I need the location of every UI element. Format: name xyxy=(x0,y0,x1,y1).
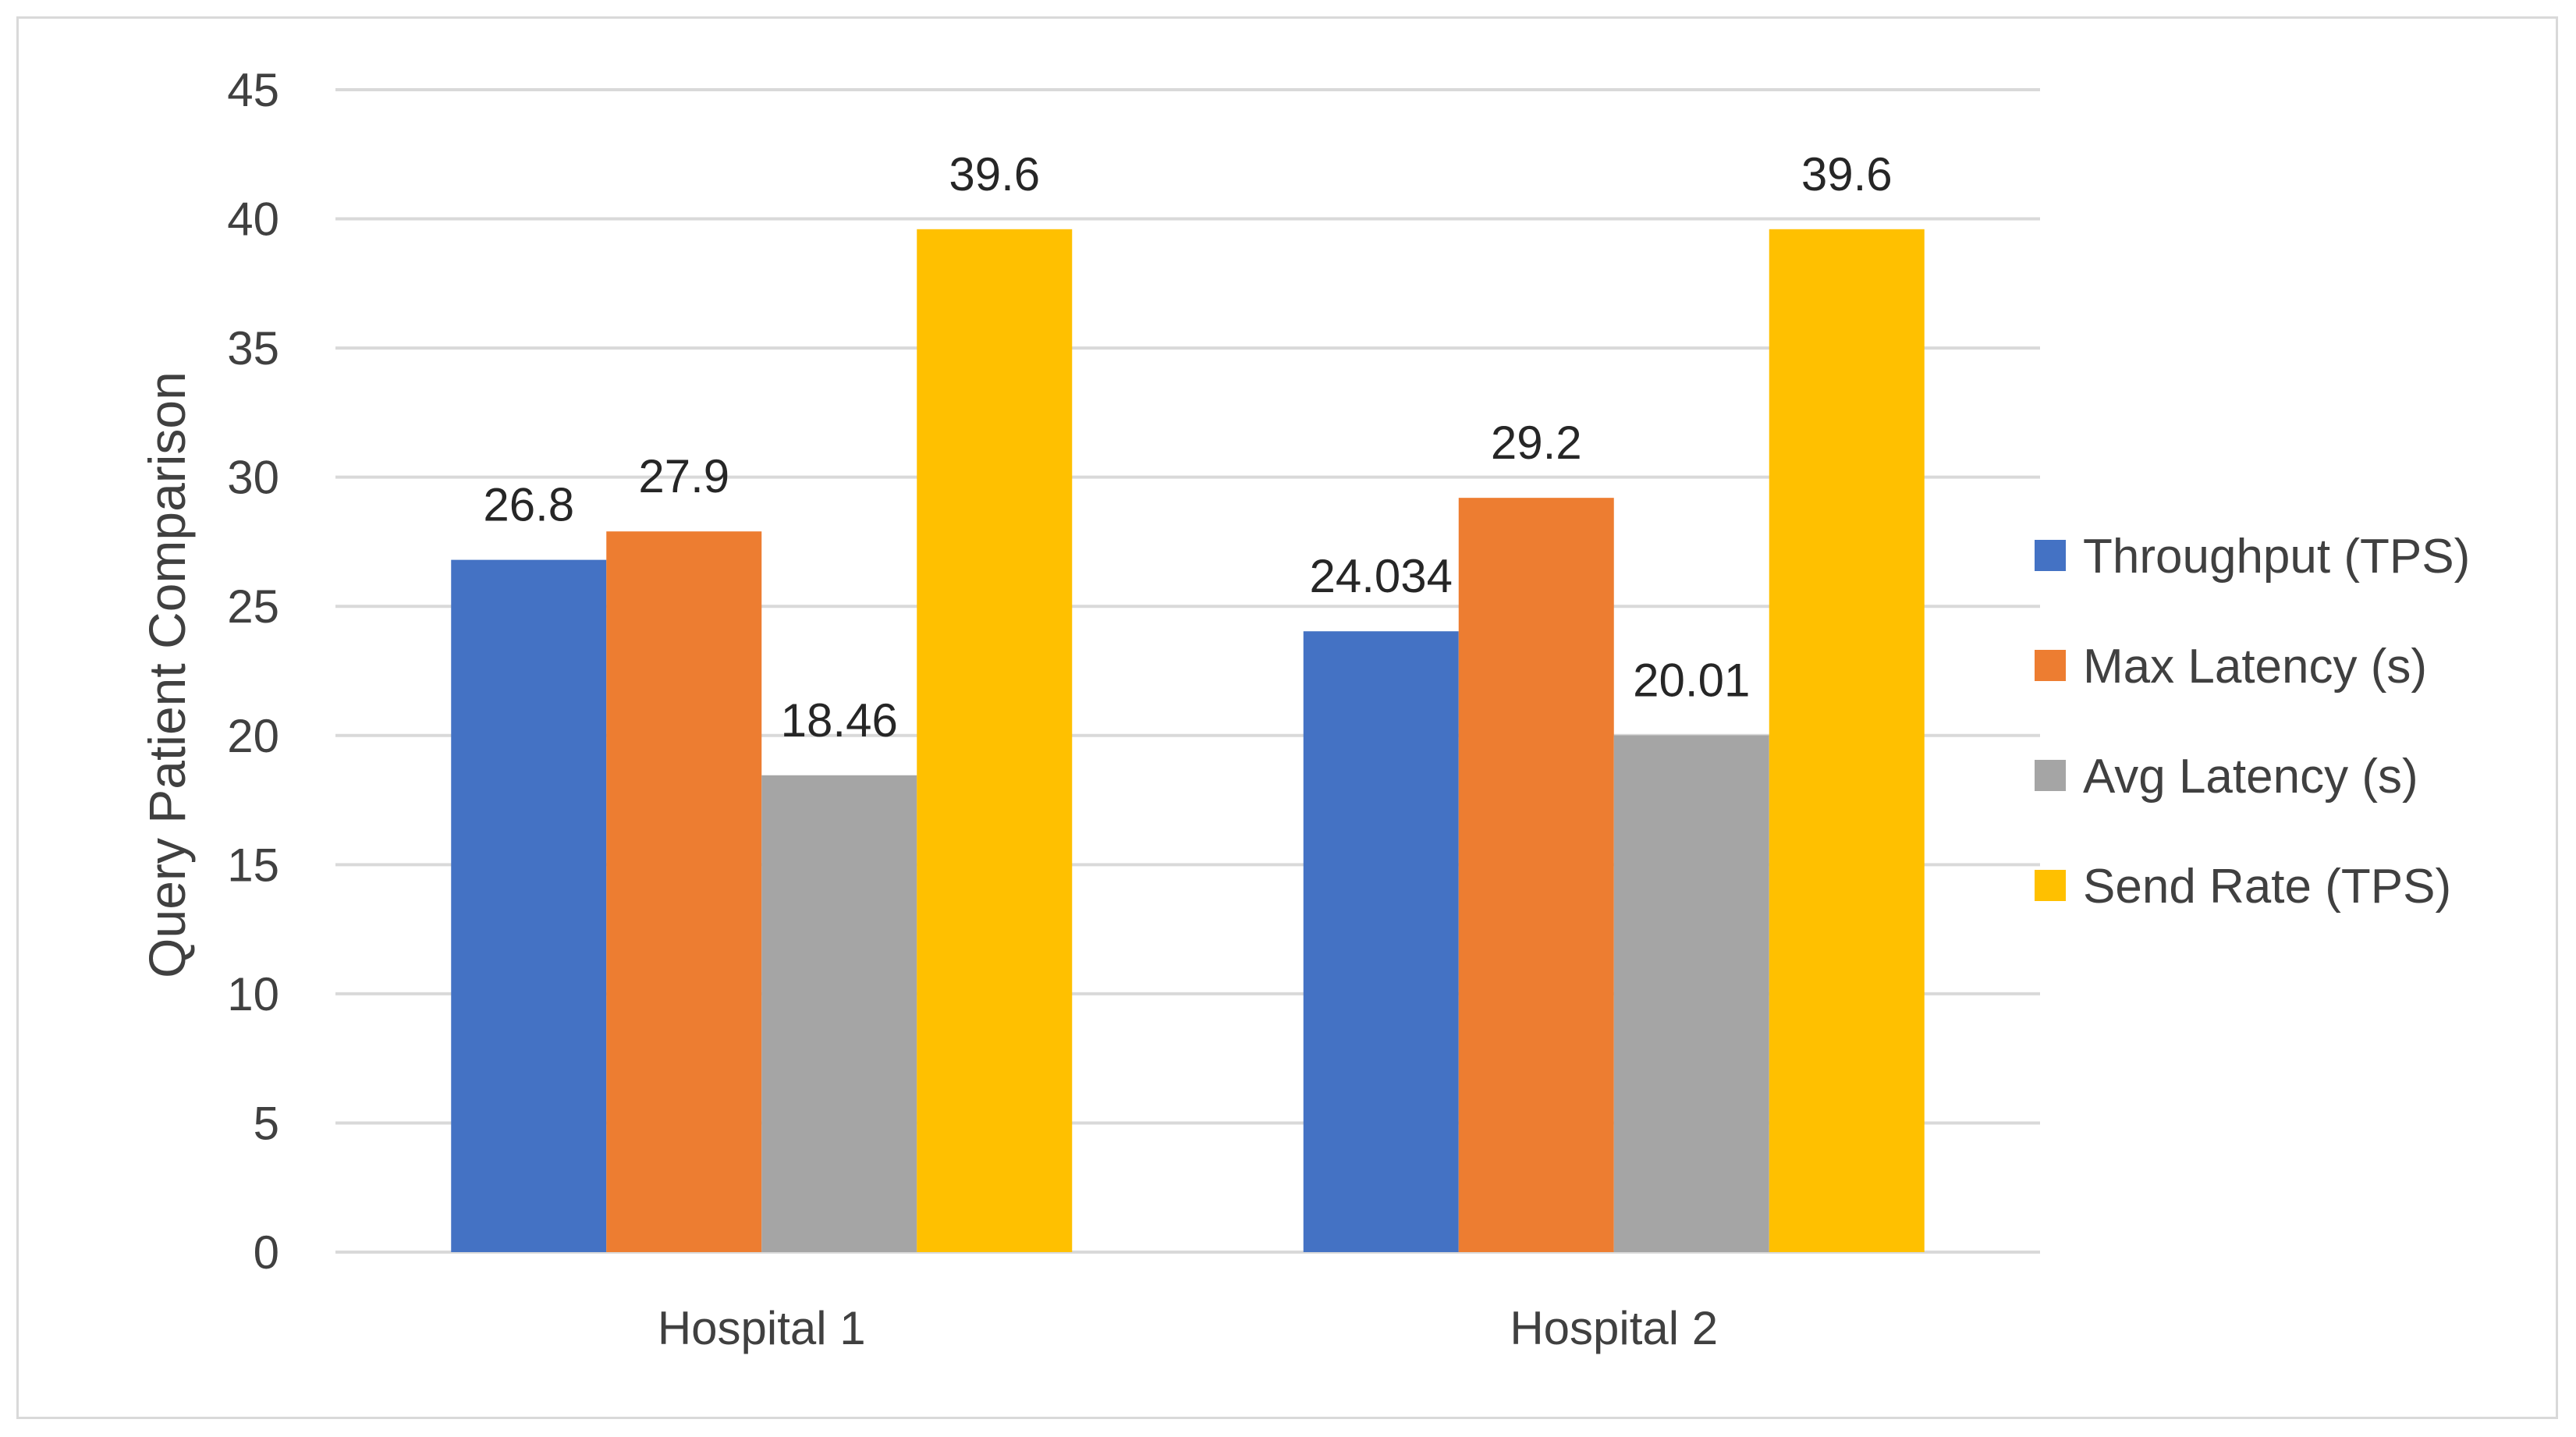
legend-swatch xyxy=(2035,650,2066,681)
bars xyxy=(451,229,1925,1252)
y-tick-label: 45 xyxy=(227,64,279,116)
bar-hospital-1-send-rate-tps xyxy=(917,229,1073,1252)
x-tick-label: Hospital 1 xyxy=(658,1302,866,1354)
bar-hospital-2-max-latency-s xyxy=(1458,498,1614,1252)
legend-label: Avg Latency (s) xyxy=(2083,750,2418,804)
y-axis-title: Query Patient Comparison xyxy=(138,371,196,978)
y-tick-label: 40 xyxy=(227,193,279,246)
y-tick-label: 15 xyxy=(227,839,279,891)
bar-hospital-1-throughput-tps xyxy=(451,559,607,1252)
legend-label: Send Rate (TPS) xyxy=(2083,860,2451,914)
data-label: 26.8 xyxy=(483,479,574,531)
legend-label: Max Latency (s) xyxy=(2083,640,2427,694)
y-tick-label: 10 xyxy=(227,968,279,1020)
bar-hospital-2-send-rate-tps xyxy=(1769,229,1925,1252)
y-tick-label: 5 xyxy=(254,1097,279,1149)
bar-hospital-1-max-latency-s xyxy=(606,531,762,1252)
y-tick-label: 20 xyxy=(227,710,279,762)
data-label: 39.6 xyxy=(1801,148,1893,200)
y-tick-label: 35 xyxy=(227,322,279,374)
y-tick-label: 30 xyxy=(227,452,279,504)
data-label: 20.01 xyxy=(1633,654,1750,706)
data-label: 24.034 xyxy=(1309,550,1453,602)
x-axis-ticks: Hospital 1 Hospital 2 xyxy=(658,1302,1718,1354)
bar-hospital-2-avg-latency-s xyxy=(1613,735,1769,1252)
chart-frame xyxy=(16,16,2558,1419)
legend-swatch xyxy=(2035,540,2066,571)
y-tick-label: 0 xyxy=(254,1226,279,1279)
legend-swatch xyxy=(2035,760,2066,791)
legend-swatch xyxy=(2035,870,2066,901)
bar-hospital-2-throughput-tps xyxy=(1303,631,1459,1252)
y-tick-label: 25 xyxy=(227,580,279,633)
data-label: 27.9 xyxy=(638,450,729,502)
x-tick-label: Hospital 2 xyxy=(1510,1302,1718,1354)
data-label: 18.46 xyxy=(781,694,898,747)
legend: Throughput (TPS) Max Latency (s) Avg Laten… xyxy=(2035,530,2470,914)
y-axis-ticks: 0 5 10 15 20 25 30 35 40 45 xyxy=(227,64,279,1279)
data-label: 39.6 xyxy=(949,148,1040,200)
data-labels: 26.8 27.9 18.46 39.6 24.034 29.2 20.01 39.6 xyxy=(483,148,1892,747)
legend-label: Throughput (TPS) xyxy=(2083,530,2470,584)
data-label: 29.2 xyxy=(1491,417,1582,469)
bar-hospital-1-avg-latency-s xyxy=(761,775,917,1252)
